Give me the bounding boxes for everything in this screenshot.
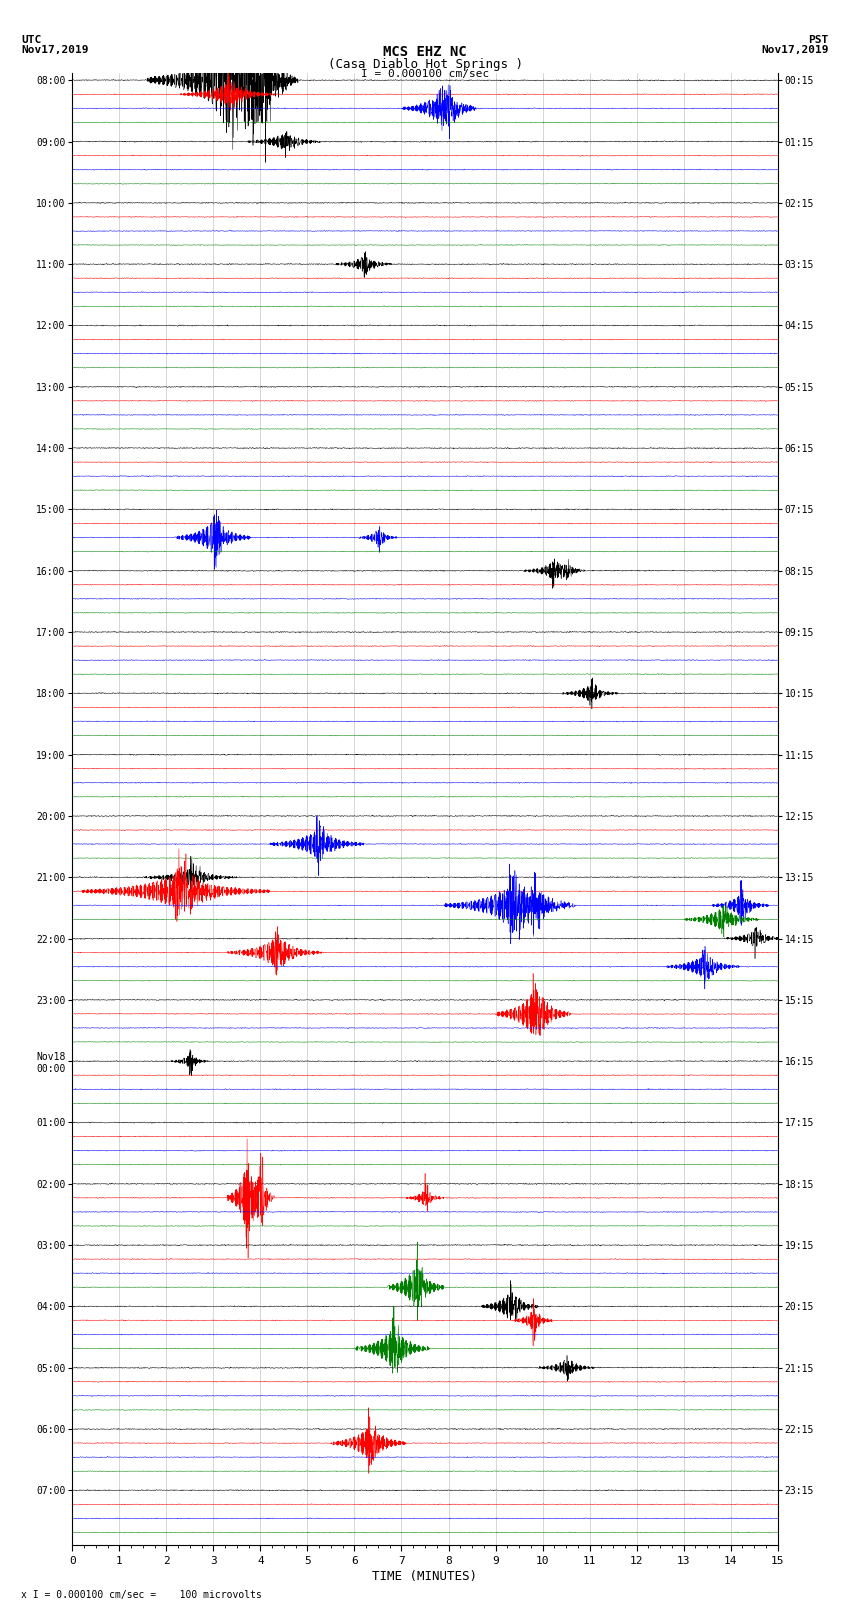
Text: (Casa Diablo Hot Springs ): (Casa Diablo Hot Springs ): [327, 58, 523, 71]
Text: I = 0.000100 cm/sec: I = 0.000100 cm/sec: [361, 69, 489, 79]
Text: MCS EHZ NC: MCS EHZ NC: [383, 45, 467, 60]
Text: x I = 0.000100 cm/sec =    100 microvolts: x I = 0.000100 cm/sec = 100 microvolts: [21, 1590, 262, 1600]
Text: Nov17,2019: Nov17,2019: [21, 45, 88, 55]
Text: Nov17,2019: Nov17,2019: [762, 45, 829, 55]
X-axis label: TIME (MINUTES): TIME (MINUTES): [372, 1569, 478, 1582]
Text: UTC: UTC: [21, 35, 42, 45]
Text: PST: PST: [808, 35, 829, 45]
